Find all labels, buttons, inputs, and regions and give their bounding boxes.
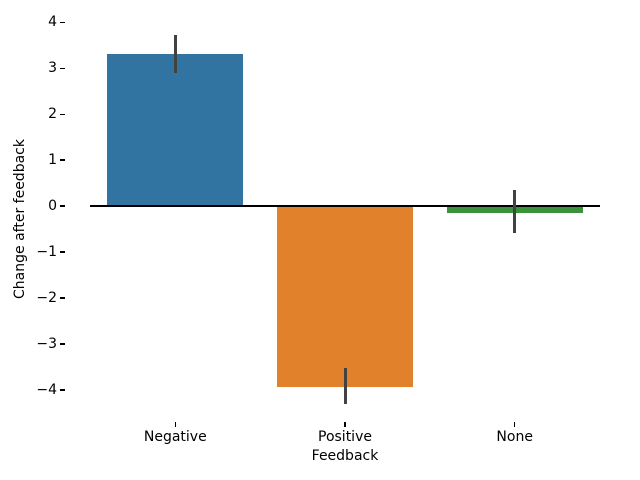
x-tick-label-none: None [496, 429, 533, 445]
y-tick-label: −2 [36, 289, 57, 306]
x-tick-label-negative: Negative [143, 429, 207, 445]
y-tick [60, 251, 65, 253]
x-tick [174, 422, 177, 427]
error-bar-negative [173, 35, 177, 73]
error-bar-none [513, 189, 517, 233]
bar-negative [107, 54, 244, 207]
bar-positive [277, 206, 413, 387]
x-tick [513, 422, 516, 427]
x-axis-label: Feedback [311, 448, 379, 464]
zero-line [90, 205, 600, 208]
error-bar-positive [343, 367, 347, 404]
y-tick-label: 0 [48, 198, 57, 215]
y-tick-label: 1 [48, 152, 57, 169]
y-tick-label: 2 [48, 106, 57, 123]
x-tick-label-positive: Positive [318, 429, 372, 445]
y-tick [60, 159, 65, 161]
y-tick [60, 389, 65, 391]
y-tick-label: 3 [48, 60, 57, 77]
y-tick-label: −1 [36, 244, 57, 261]
plot-area: 4 3 2 1 0 −1 −2 −3 −4 Negative Positive None [36, 14, 625, 445]
y-tick [60, 21, 65, 24]
x-tick [344, 422, 346, 427]
y-tick-label: −3 [36, 335, 57, 352]
y-tick-label: 4 [48, 14, 57, 31]
y-tick-label: −4 [36, 381, 57, 398]
y-tick [60, 297, 65, 299]
y-tick [60, 205, 65, 207]
y-tick [60, 113, 65, 116]
y-tick [60, 343, 65, 345]
y-tick [60, 67, 65, 70]
